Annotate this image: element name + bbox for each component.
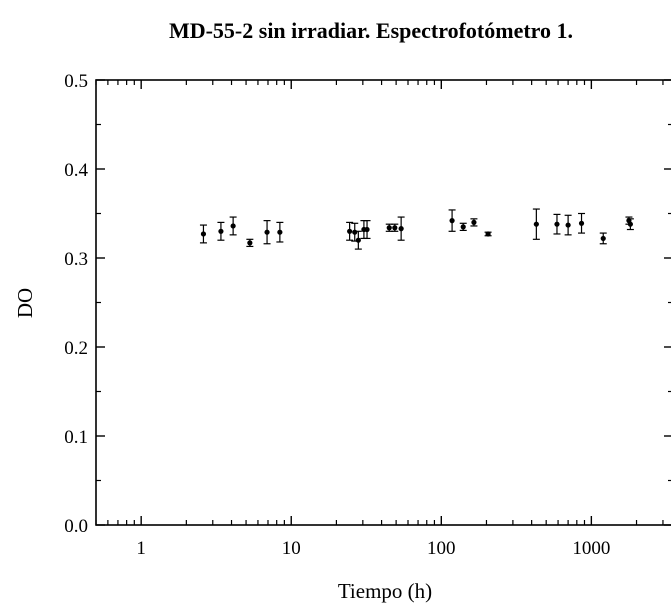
point-marker [554,221,560,227]
y-tick-label: 0.1 [64,427,88,448]
x-axis: 1 10 100 1000 [95,80,664,559]
data-point [397,216,405,241]
point-marker [264,229,270,235]
x-axis-label: Tiempo (h) [338,579,432,603]
point-marker [364,226,370,233]
data-point [484,231,492,237]
y-tick-label: 0.5 [64,71,88,92]
data-point [385,223,393,232]
point-marker [347,228,353,234]
point-marker [449,218,455,224]
point-marker [352,229,358,235]
data-point [391,223,399,232]
y-axis: 0.0 0.1 0.2 0.3 0.4 0.5 [64,71,671,537]
point-marker [218,228,224,234]
point-marker [485,231,491,237]
y-axis-label: DO [13,288,37,318]
point-marker [471,219,477,225]
data-point [599,232,607,245]
data-point [199,224,207,244]
x-tick-label: 100 [427,538,456,559]
data-point [229,216,237,236]
data-point [448,209,456,232]
point-marker [247,240,253,246]
data-point [626,218,634,231]
point-marker [460,224,466,230]
point-marker [600,235,606,242]
y-tick-label: 0.4 [64,160,88,181]
point-marker [355,237,361,243]
x-tick-label: 1 [136,538,146,559]
point-marker [200,231,207,237]
point-marker [386,225,392,231]
data-point [470,218,478,227]
data-point [276,221,284,243]
point-marker [398,226,404,232]
plot-frame [95,79,671,526]
data-point [532,208,540,240]
data-point [217,221,225,241]
data-point [354,230,362,250]
y-tick-label: 0.3 [64,249,88,270]
point-marker [533,221,539,227]
point-marker [578,220,585,226]
data-points [199,208,634,250]
point-marker [627,221,633,227]
point-marker [392,225,398,231]
y-tick-label: 0.0 [64,516,88,537]
data-point [564,214,572,236]
data-point [246,238,254,248]
point-marker [230,223,236,229]
x-tick-label: 1000 [572,538,610,559]
data-point [346,221,354,241]
data-point [263,220,271,245]
chart-title: MD-55-2 sin irradiar. Espectrofotómetro … [169,18,573,43]
data-point [578,212,586,234]
point-marker [277,229,283,235]
data-point [459,222,467,232]
data-point [363,220,371,240]
data-point [553,213,561,235]
x-tick-label: 10 [282,538,301,559]
point-marker [565,222,571,228]
y-tick-label: 0.2 [64,338,88,359]
